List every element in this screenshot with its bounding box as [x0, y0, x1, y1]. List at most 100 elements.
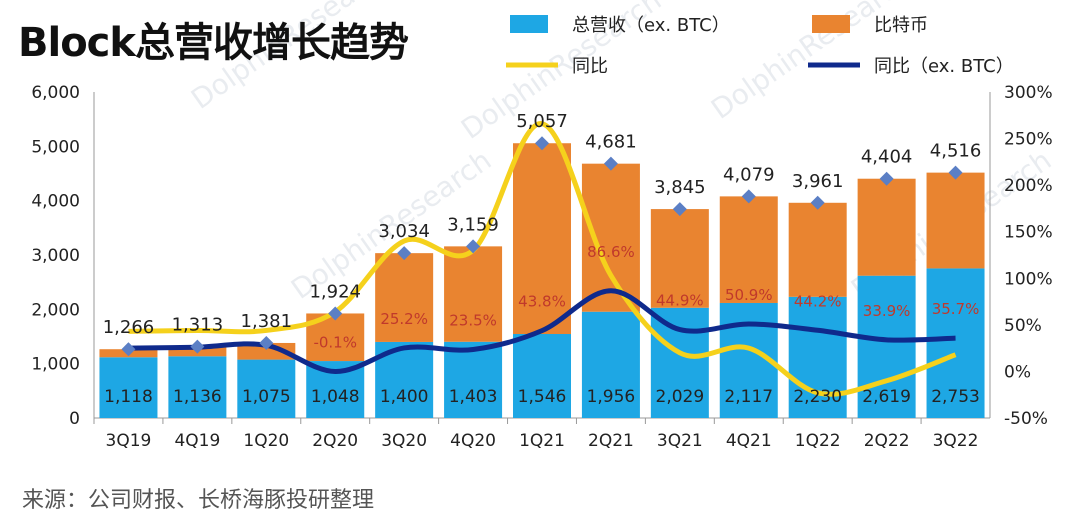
total-label: 1,266	[103, 317, 155, 338]
total-label: 3,961	[792, 171, 844, 192]
bar-revenue-ex-btc	[513, 334, 571, 418]
bar-bitcoin	[650, 209, 709, 308]
yoy-ex-btc-label: 35.7%	[932, 300, 980, 318]
total-marker	[328, 306, 343, 321]
bar-bitcoin	[926, 172, 985, 269]
right-tick-label: 0%	[1004, 362, 1031, 382]
yoy-ex-btc-label: 50.9%	[725, 286, 773, 304]
total-marker	[535, 136, 549, 151]
x-tick-label: 4Q19	[174, 431, 220, 451]
legend-label: 总营收（ex. BTC）	[572, 15, 730, 36]
total-marker	[672, 202, 687, 217]
total-label: 1,924	[309, 281, 361, 302]
right-tick-label: 50%	[1004, 316, 1042, 336]
revenue-ex-btc-label: 2,117	[724, 387, 773, 407]
total-label: 1,313	[172, 315, 224, 336]
total-label: 4,404	[861, 147, 913, 168]
x-tick-label: 2Q21	[588, 431, 634, 451]
bar-revenue-ex-btc	[237, 359, 296, 418]
bar-revenue-ex-btc	[650, 307, 709, 418]
yoy-ex-btc-label: 44.9%	[656, 292, 704, 310]
right-tick-label: 300%	[1004, 83, 1053, 103]
yoy-ex-btc-label: 44.2%	[794, 292, 842, 310]
bar-bitcoin	[513, 143, 571, 335]
revenue-ex-btc-label: 1,048	[311, 387, 360, 407]
x-tick-label: 3Q19	[106, 431, 152, 451]
x-tick-label: 3Q20	[381, 431, 427, 451]
yoy-ex-btc-label: 25.2%	[380, 310, 428, 328]
total-label: 4,079	[723, 164, 775, 185]
left-tick-label: 2,000	[31, 300, 80, 320]
left-tick-label: 4,000	[31, 192, 80, 212]
revenue-ex-btc-label: 1,118	[104, 387, 153, 407]
legend-swatch	[812, 15, 850, 33]
total-label: 3,159	[447, 214, 499, 235]
bar-revenue-ex-btc	[857, 275, 916, 418]
data-labels: 1,266 1,313 1,381 1,924 3,034 3,159 5,057 4,681…	[103, 111, 982, 407]
source-note: 来源：公司财报、长桥海豚投研整理	[22, 488, 375, 513]
x-tick-label: 3Q21	[657, 431, 703, 451]
x-tick-label: 1Q21	[519, 431, 565, 451]
total-label: 5,057	[516, 111, 568, 132]
total-marker	[948, 165, 963, 180]
x-tick-label: 4Q21	[726, 431, 772, 451]
bar-bitcoin	[788, 202, 847, 297]
total-marker	[466, 239, 481, 254]
yoy-ex-btc-label: 43.8%	[518, 293, 566, 311]
total-marker	[121, 342, 136, 357]
revenue-ex-btc-label: 1,546	[518, 387, 567, 407]
bar-bitcoin	[857, 178, 916, 276]
total-label: 3,034	[378, 221, 430, 242]
bar-revenue-ex-btc	[926, 268, 985, 418]
bar-revenue-ex-btc	[99, 357, 158, 418]
revenue-ex-btc-label: 1,400	[380, 387, 429, 407]
right-tick-label: 200%	[1004, 176, 1053, 196]
legend-label: 比特币	[874, 15, 928, 36]
x-tick-label: 4Q20	[450, 431, 496, 451]
yoy-ex-btc-label: -0.1%	[313, 334, 357, 352]
yoy-ex-btc-label: 23.5%	[449, 312, 497, 330]
total-label: 3,845	[654, 177, 706, 198]
revenue-ex-btc-label: 2,753	[931, 387, 980, 407]
total-label: 4,516	[930, 141, 982, 162]
right-tick-label: 150%	[1004, 223, 1053, 243]
revenue-ex-btc-label: 2,619	[862, 387, 911, 407]
total-marker	[397, 246, 412, 261]
right-tick-label: 100%	[1004, 269, 1053, 289]
yoy-ex-btc-label: 33.9%	[863, 302, 911, 320]
x-tick-label: 2Q20	[312, 431, 358, 451]
chart-title: Block总营收增长趋势	[18, 20, 409, 66]
left-tick-label: 1,000	[31, 355, 80, 375]
bar-revenue-ex-btc	[444, 341, 503, 418]
yoy-ex-btc-label: 86.6%	[587, 243, 635, 261]
legend-label: 同比	[572, 56, 608, 77]
bar-bitcoin	[237, 342, 296, 360]
left-tick-label: 0	[69, 409, 80, 429]
legend-swatch	[510, 15, 548, 33]
left-tick-label: 5,000	[31, 137, 80, 157]
total-marker	[603, 156, 618, 171]
total-marker	[259, 335, 274, 350]
bar-bitcoin	[719, 196, 778, 303]
x-tick-label: 1Q22	[795, 431, 841, 451]
x-tick-label: 1Q20	[243, 431, 289, 451]
bar-revenue-ex-btc	[168, 356, 227, 418]
total-marker	[741, 189, 756, 204]
left-tick-label: 6,000	[31, 83, 80, 103]
revenue-ex-btc-label: 1,956	[587, 387, 636, 407]
legend-label: 同比（ex. BTC）	[874, 56, 1014, 77]
total-marker	[190, 339, 205, 354]
right-tick-label: 250%	[1004, 130, 1053, 150]
total-marker	[879, 171, 894, 186]
bar-revenue-ex-btc	[788, 296, 847, 418]
right-tick-label: -50%	[1004, 409, 1048, 429]
x-tick-label: 2Q22	[864, 431, 910, 451]
revenue-ex-btc-label: 1,075	[242, 387, 291, 407]
bar-revenue-ex-btc	[581, 311, 640, 418]
revenue-ex-btc-label: 2,230	[793, 387, 842, 407]
total-label: 1,381	[241, 311, 293, 332]
bar-bitcoin	[375, 253, 434, 342]
bars	[99, 143, 985, 418]
